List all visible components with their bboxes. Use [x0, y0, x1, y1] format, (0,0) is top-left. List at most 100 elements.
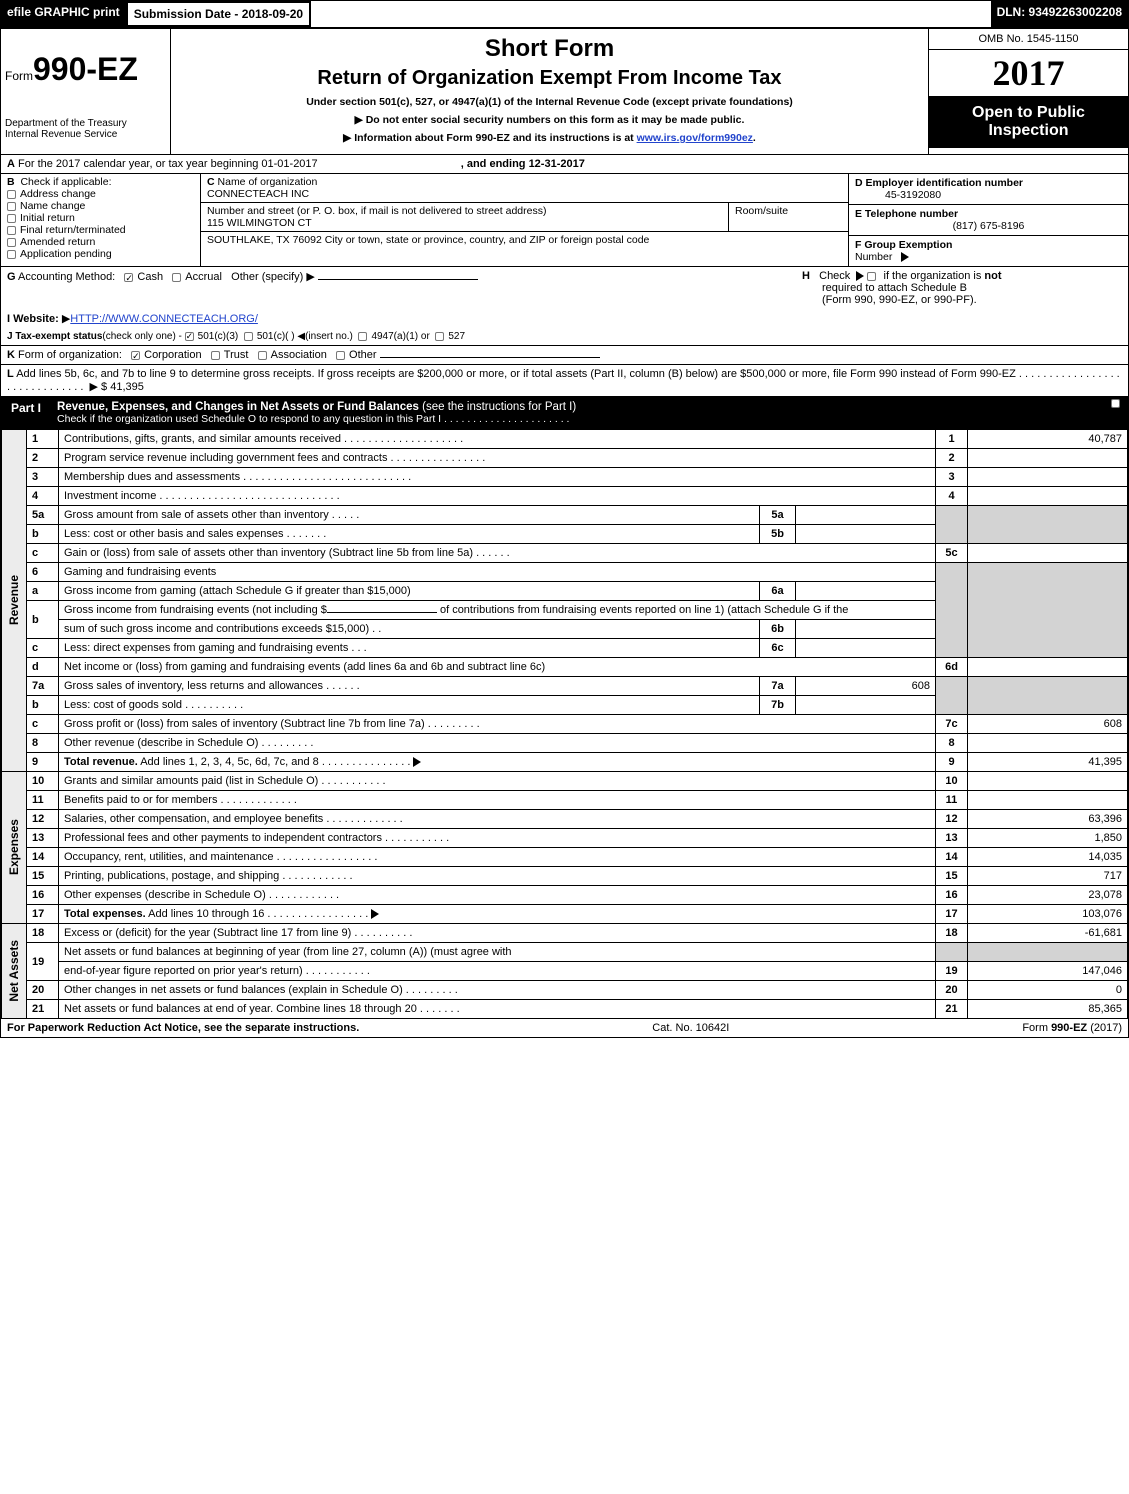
other-org-input[interactable]	[380, 357, 600, 358]
fundraising-excl-input[interactable]	[327, 612, 437, 613]
group-exemption-label: F Group Exemption	[855, 239, 952, 251]
amt-14: 14,035	[968, 848, 1128, 867]
dept-treasury: Department of the Treasury	[5, 118, 166, 129]
chk-527[interactable]	[435, 332, 444, 341]
line-j: J Tax-exempt status(check only one) - 50…	[1, 328, 1128, 345]
top-bar: efile GRAPHIC print Submission Date - 20…	[1, 1, 1128, 27]
amt-13: 1,850	[968, 829, 1128, 848]
chk-name-change[interactable]	[7, 202, 16, 211]
amt-6d	[968, 658, 1128, 677]
submission-date: Submission Date - 2018-09-20	[126, 1, 311, 27]
form-instructions-link[interactable]: www.irs.gov/form990ez	[637, 132, 753, 144]
city-line: SOUTHLAKE, TX 76092 City or town, state …	[201, 232, 848, 248]
sub-7b	[796, 696, 936, 715]
amt-17: 103,076	[968, 905, 1128, 924]
open-public-badge: Open to Public Inspection	[929, 96, 1128, 148]
part-1-header: Part I Revenue, Expenses, and Changes in…	[1, 396, 1128, 429]
arrow-icon	[413, 757, 421, 767]
chk-schedule-o-part1[interactable]	[1111, 399, 1120, 408]
right-identity: D Employer identification number 45-3192…	[848, 174, 1128, 266]
phone-value: (817) 675-8196	[855, 220, 1122, 232]
part-1-label: Part I	[1, 397, 51, 429]
line-i: I Website: ▶HTTP://WWW.CONNECTEACH.ORG/	[1, 309, 1128, 328]
sub-5a	[796, 506, 936, 525]
chk-trust[interactable]	[211, 351, 220, 360]
chk-final-return[interactable]	[7, 226, 16, 235]
paperwork-notice: For Paperwork Reduction Act Notice, see …	[7, 1022, 359, 1034]
netassets-side-label: Net Assets	[7, 940, 21, 1002]
other-specify-input[interactable]	[318, 279, 478, 280]
sub-7a: 608	[796, 677, 936, 696]
efile-label: efile GRAPHIC print	[1, 1, 126, 27]
arrow-icon: ▶	[343, 132, 351, 144]
arrow-icon	[371, 909, 379, 919]
phone-label: E Telephone number	[855, 208, 958, 220]
catalog-number: Cat. No. 10642I	[652, 1022, 729, 1034]
amt-21: 85,365	[968, 1000, 1128, 1019]
row-6b-desc1: Gross income from fundraising events (no…	[59, 601, 936, 620]
amt-18: -61,681	[968, 924, 1128, 943]
chk-address-change[interactable]	[7, 190, 16, 199]
part1-table: Revenue 1 Contributions, gifts, grants, …	[1, 429, 1128, 1019]
header-left: Form990-EZ Department of the Treasury In…	[1, 29, 171, 154]
check-if-applicable: B Check if applicable: Address change Na…	[1, 174, 201, 266]
chk-initial-return[interactable]	[7, 214, 16, 223]
line-g-h: G Accounting Method: Cash Accrual Other …	[1, 266, 1128, 309]
chk-4947a1[interactable]	[358, 332, 367, 341]
arrow-icon	[901, 252, 909, 262]
amt-11	[968, 791, 1128, 810]
row-17-desc: Total expenses. Add lines 10 through 16 …	[59, 905, 936, 924]
line-k: K Form of organization: Corporation Trus…	[1, 345, 1128, 364]
chk-501c[interactable]	[244, 332, 253, 341]
amt-3	[968, 468, 1128, 487]
page-footer: For Paperwork Reduction Act Notice, see …	[1, 1019, 1128, 1037]
row-9-desc: Total revenue. Add lines 1, 2, 3, 4, 5c,…	[59, 753, 936, 772]
tax-year: 2017	[929, 50, 1128, 96]
header-right: OMB No. 1545-1150 2017 Open to Public In…	[928, 29, 1128, 154]
amt-15: 717	[968, 867, 1128, 886]
chk-amended-return[interactable]	[7, 238, 16, 247]
amt-5c	[968, 544, 1128, 563]
amt-20: 0	[968, 981, 1128, 1000]
short-form-title: Short Form	[175, 35, 924, 63]
amt-2	[968, 449, 1128, 468]
amt-8	[968, 734, 1128, 753]
org-identity: C Name of organization CONNECTEACH INC N…	[201, 174, 848, 266]
amt-10	[968, 772, 1128, 791]
header-mid: Short Form Return of Organization Exempt…	[171, 29, 928, 154]
return-title: Return of Organization Exempt From Incom…	[175, 67, 924, 90]
line-l: L Add lines 5b, 6c, and 7b to line 9 to …	[1, 364, 1128, 396]
arrow-icon	[856, 271, 864, 281]
amt-19: 147,046	[968, 962, 1128, 981]
chk-501c3[interactable]	[185, 332, 194, 341]
omb-number: OMB No. 1545-1150	[929, 29, 1128, 50]
expenses-side-label: Expenses	[7, 819, 21, 875]
chk-association[interactable]	[258, 351, 267, 360]
form-header: Form990-EZ Department of the Treasury In…	[1, 27, 1128, 154]
note-info: ▶Information about Form 990-EZ and its i…	[175, 132, 924, 144]
street-block: Number and street (or P. O. box, if mail…	[201, 203, 728, 231]
dept-irs: Internal Revenue Service	[5, 129, 166, 140]
chk-sched-b-not-required[interactable]	[867, 272, 876, 281]
chk-corporation[interactable]	[131, 351, 140, 360]
arrow-icon: ▶	[355, 114, 363, 126]
chk-application-pending[interactable]	[7, 250, 16, 259]
website-link[interactable]: HTTP://WWW.CONNECTEACH.ORG/	[70, 313, 258, 325]
room-suite: Room/suite	[728, 203, 848, 231]
line-a: A For the 2017 calendar year, or tax yea…	[1, 154, 1128, 173]
form-container: efile GRAPHIC print Submission Date - 20…	[0, 0, 1129, 1038]
amt-1: 40,787	[968, 430, 1128, 449]
dln-label: DLN: 93492263002208	[991, 1, 1128, 27]
form-prefix: Form	[5, 69, 33, 83]
return-subtitle: Under section 501(c), 527, or 4947(a)(1)…	[175, 96, 924, 108]
gross-receipts-amount: $ 41,395	[101, 381, 144, 393]
note-ssn: ▶Do not enter social security numbers on…	[175, 114, 924, 126]
chk-accrual[interactable]	[172, 273, 181, 282]
chk-cash[interactable]	[124, 273, 133, 282]
sub-6b	[796, 620, 936, 639]
form-edition: Form 990-EZ (2017)	[1022, 1022, 1122, 1034]
amt-12: 63,396	[968, 810, 1128, 829]
chk-other-org[interactable]	[336, 351, 345, 360]
amt-4	[968, 487, 1128, 506]
ein-label: D Employer identification number	[855, 177, 1023, 189]
